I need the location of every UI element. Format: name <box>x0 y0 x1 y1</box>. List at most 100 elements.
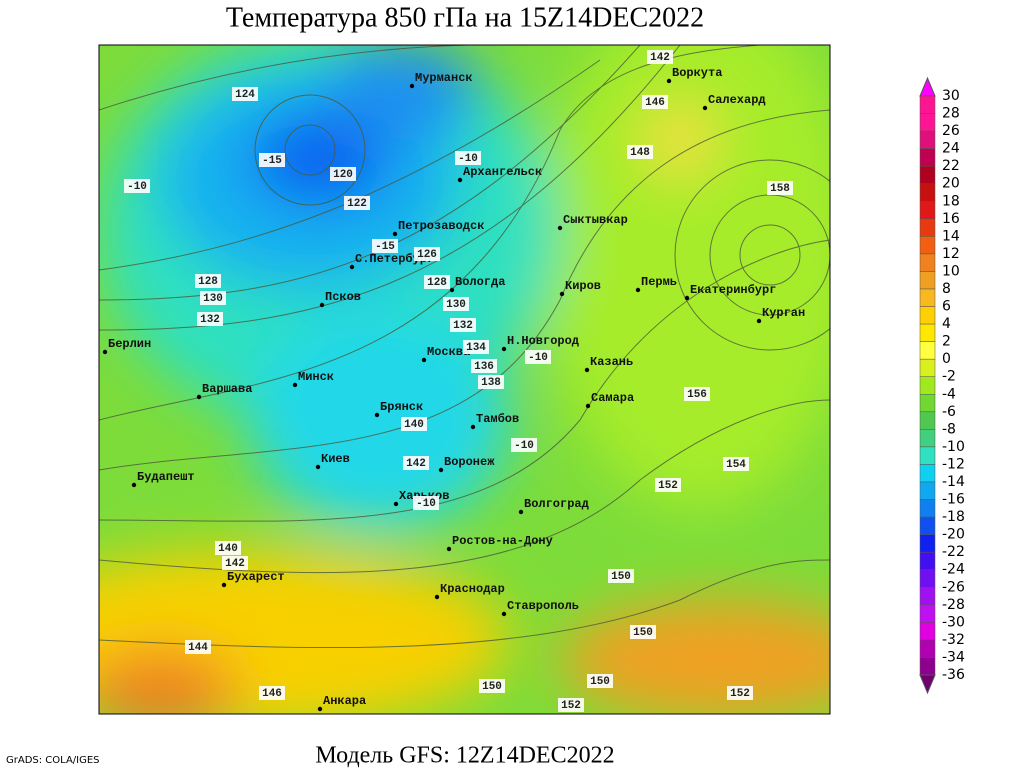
city-marker <box>409 83 415 89</box>
city-marker <box>434 594 440 600</box>
height-label-box <box>450 318 476 332</box>
city-marker <box>584 367 590 373</box>
colorbar-swatch <box>919 358 936 377</box>
colorbar-label: -12 <box>942 456 965 472</box>
city-marker <box>756 318 762 324</box>
height-label-box <box>185 640 211 654</box>
temperature-label: -10 <box>127 181 147 193</box>
colorbar-swatch <box>919 148 936 167</box>
city-marker <box>392 231 398 237</box>
height-label-box <box>647 50 673 64</box>
city-marker <box>319 302 325 308</box>
colorbar-swatch <box>919 236 936 255</box>
height-label-box <box>463 340 489 354</box>
colorbar-label: 0 <box>942 351 951 367</box>
colorbar-swatch <box>919 183 936 202</box>
city-marker <box>102 349 108 355</box>
height-label-box <box>197 312 223 326</box>
colorbar-swatch <box>919 429 936 448</box>
height-label: 124 <box>235 89 255 101</box>
city-label: Краснодар <box>440 582 505 596</box>
colorbar-label: -18 <box>942 509 965 525</box>
colorbar-label: 10 <box>942 263 960 279</box>
height-label: 152 <box>561 700 581 712</box>
height-label-box <box>684 387 710 401</box>
height-label-box <box>414 247 440 261</box>
colorbar-cap <box>919 674 936 695</box>
height-label: 158 <box>770 183 790 195</box>
height-label: 140 <box>218 543 238 555</box>
city-marker <box>374 412 380 418</box>
city-marker <box>666 78 672 84</box>
colorbar-swatch <box>919 341 936 360</box>
height-label: 132 <box>200 314 220 326</box>
city-marker <box>221 582 227 588</box>
map <box>99 45 830 714</box>
city-label: Брянск <box>380 400 423 414</box>
height-label-box <box>727 686 753 700</box>
city-marker <box>557 225 563 231</box>
colorbar-label: -16 <box>942 492 965 508</box>
city-label: Киев <box>321 452 350 466</box>
colorbar-cap <box>919 76 936 97</box>
colorbar-label: 14 <box>942 228 960 244</box>
city-marker <box>131 482 137 488</box>
colorbar-label: 30 <box>942 88 960 104</box>
colorbar-swatch <box>919 569 936 588</box>
city-label: Воркута <box>672 66 722 80</box>
height-label: 150 <box>633 627 653 639</box>
colorbar-swatch <box>919 534 936 553</box>
temperature-label: -10 <box>416 498 436 510</box>
colorbar-swatch <box>919 376 936 395</box>
city-label: Берлин <box>108 337 151 351</box>
city-label: Ставрополь <box>507 599 579 613</box>
colorbar-label: 4 <box>942 316 951 332</box>
city-label: Курган <box>762 306 805 320</box>
colorbar-label: 16 <box>942 211 960 227</box>
height-label-box <box>587 674 613 688</box>
colorbar-swatch <box>919 323 936 342</box>
city-label: Н.Новгород <box>507 334 579 348</box>
height-label: 144 <box>188 642 208 654</box>
colorbar-swatch <box>919 288 936 307</box>
city-label: Салехард <box>708 93 766 107</box>
city-label: Минск <box>298 370 334 384</box>
height-label-box <box>401 417 427 431</box>
colorbar-swatch <box>919 516 936 535</box>
height-label-box <box>443 297 469 311</box>
colorbar-label: 22 <box>942 158 960 174</box>
city-marker <box>292 382 298 388</box>
colorbar-swatch <box>919 464 936 483</box>
colorbar-label: -8 <box>942 421 956 437</box>
height-label-box <box>767 181 793 195</box>
city-label: Москва <box>427 345 470 359</box>
temperature-label: -10 <box>514 440 534 452</box>
map-frame <box>98 44 831 715</box>
city-label: Бухарест <box>227 570 285 584</box>
city-marker <box>501 611 507 617</box>
temperature-label: -10 <box>528 352 548 364</box>
city-marker <box>684 295 690 301</box>
colorbar-swatch <box>919 587 936 606</box>
colorbar-swatch <box>919 639 936 658</box>
temperature-label-box <box>413 496 439 510</box>
height-label: 122 <box>347 198 367 210</box>
colorbar-label: 18 <box>942 193 960 209</box>
colorbar-label: -28 <box>942 597 965 613</box>
height-label: 136 <box>474 361 494 373</box>
city-label: Сыктывкар <box>563 213 628 227</box>
temperature-label-box <box>124 179 150 193</box>
height-label: 150 <box>611 571 631 583</box>
city-marker <box>196 394 202 400</box>
city-label: Петрозаводск <box>398 219 484 233</box>
height-label: 128 <box>198 276 218 288</box>
city-label: Воронеж <box>444 455 495 469</box>
city-marker <box>315 464 321 470</box>
colorbar-swatch <box>919 551 936 570</box>
city-label: Тамбов <box>476 411 519 426</box>
height-label: 152 <box>658 480 678 492</box>
colorbar-label: -14 <box>942 474 965 490</box>
colorbar-label: -22 <box>942 544 965 560</box>
colorbar-label: -10 <box>942 439 965 455</box>
temperature-label-box <box>525 350 551 364</box>
